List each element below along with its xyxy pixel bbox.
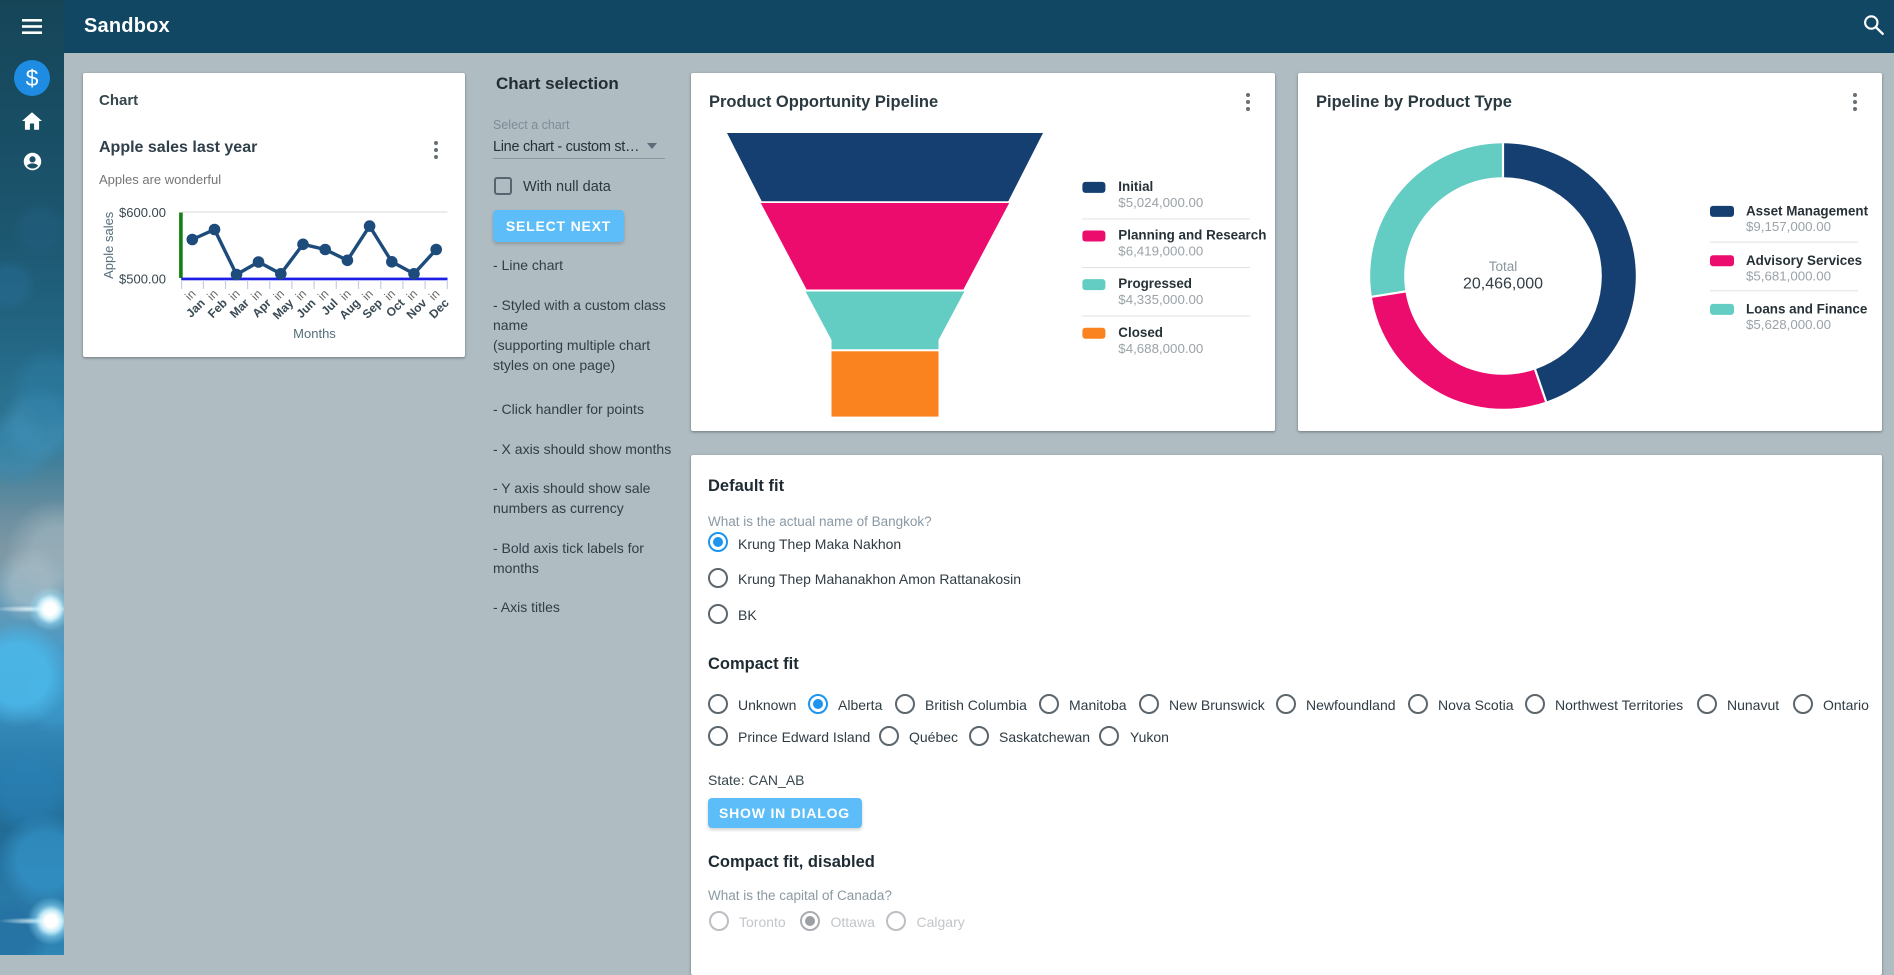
svg-text:Mar: Mar (227, 296, 252, 321)
svg-text:Total: Total (1489, 259, 1518, 274)
svg-text:20,466,000: 20,466,000 (1463, 276, 1543, 293)
svg-text:$500.00: $500.00 (119, 272, 166, 287)
svg-text:$4,335,000.00: $4,335,000.00 (1118, 292, 1203, 307)
svg-text:Nov: Nov (404, 296, 430, 322)
svg-text:Initial: Initial (1118, 179, 1153, 194)
svg-text:Closed: Closed (1118, 325, 1163, 340)
svg-text:Months: Months (293, 326, 336, 341)
svg-text:Planning and Research: Planning and Research (1118, 228, 1266, 243)
svg-text:$5,024,000.00: $5,024,000.00 (1118, 195, 1203, 210)
svg-text:Jun: Jun (293, 296, 318, 321)
svg-text:Jan: Jan (183, 296, 208, 321)
svg-text:Asset Management: Asset Management (1746, 204, 1869, 219)
svg-text:Feb: Feb (205, 296, 230, 321)
svg-text:$5,681,000.00: $5,681,000.00 (1746, 269, 1831, 284)
svg-text:May: May (270, 296, 297, 323)
svg-text:$5,628,000.00: $5,628,000.00 (1746, 317, 1831, 332)
svg-text:$9,157,000.00: $9,157,000.00 (1746, 219, 1831, 234)
svg-text:Aug: Aug (336, 296, 362, 322)
svg-text:$6,419,000.00: $6,419,000.00 (1118, 244, 1203, 259)
svg-text:Progressed: Progressed (1118, 276, 1192, 291)
svg-text:$4,688,000.00: $4,688,000.00 (1118, 341, 1203, 356)
svg-text:Loans and Finance: Loans and Finance (1746, 302, 1867, 317)
svg-text:Apple sales: Apple sales (101, 211, 116, 279)
svg-text:Dec: Dec (426, 296, 452, 322)
svg-text:Advisory Services: Advisory Services (1746, 253, 1862, 268)
svg-text:Sep: Sep (360, 296, 385, 321)
svg-text:$600.00: $600.00 (119, 205, 166, 220)
